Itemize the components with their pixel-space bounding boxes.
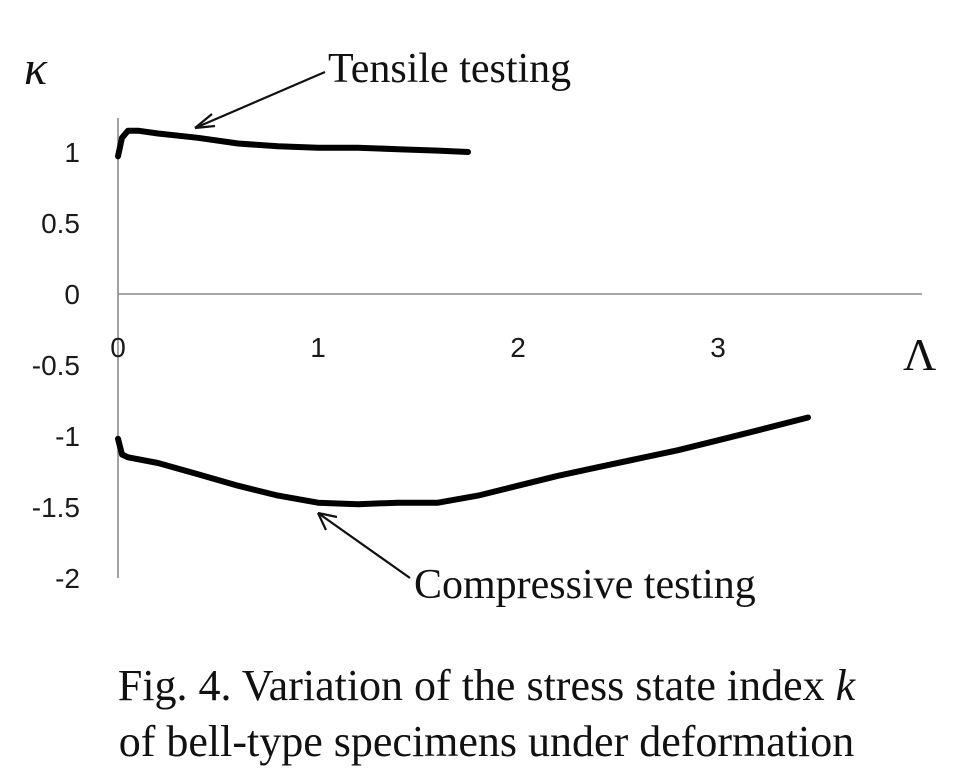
y-tick-label: -0.5 xyxy=(32,350,80,381)
y-tick-label: 1 xyxy=(64,137,80,168)
caption-text-2: of bell-type specimens under deformation xyxy=(118,717,855,766)
x-tick-label: 1 xyxy=(310,332,326,363)
annotation-compressive: Compressive testing xyxy=(414,562,756,608)
y-tick-label: -1 xyxy=(55,421,80,452)
x-tick-label: 2 xyxy=(510,332,526,363)
figure-caption-line2: of bell-type specimens under deformation xyxy=(0,715,973,769)
series-line-tensile xyxy=(115,127,471,160)
caption-text-1: Fig. 4. Variation of the stress state in… xyxy=(117,661,836,710)
x-axis-label: Λ xyxy=(903,329,936,380)
figure-caption-line1: Fig. 4. Variation of the stress state in… xyxy=(0,659,973,713)
y-tick-label: 0 xyxy=(64,279,80,310)
arrowhead-tensile xyxy=(194,113,216,130)
y-tick-label: -2 xyxy=(55,563,80,594)
y-tick-label: 0.5 xyxy=(41,208,80,239)
x-tick-label: 0 xyxy=(110,332,126,363)
y-tick-label: -1.5 xyxy=(32,492,80,523)
arrow-tensile xyxy=(194,70,326,130)
y-axis-label: κ xyxy=(24,42,48,95)
x-tick-label: 3 xyxy=(710,332,726,363)
chart-plot: 1 0.5 0 -0.5 -1 -1.5 -2 0 1 2 3 Tensile testing Co… xyxy=(24,42,936,608)
annotation-tensile: Tensile testing xyxy=(328,46,571,92)
caption-variable-k: k xyxy=(835,661,856,710)
arrow-compressive xyxy=(317,512,411,579)
series-line-compressive xyxy=(115,414,811,508)
arrowhead-compressive xyxy=(317,511,338,531)
